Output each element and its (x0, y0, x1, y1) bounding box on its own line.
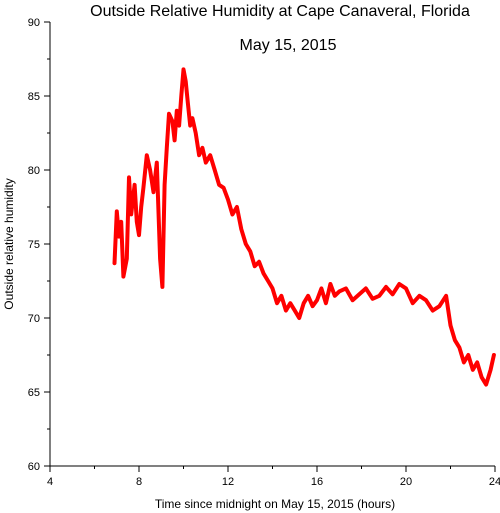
x-tick-label: 16 (311, 476, 323, 488)
x-axis-label: Time since midnight on May 15, 2015 (hou… (155, 497, 395, 511)
chart-subtitle: May 15, 2015 (240, 37, 337, 54)
x-tick-label: 20 (400, 476, 412, 488)
y-tick-label: 65 (28, 387, 40, 399)
x-tick-label: 4 (47, 476, 53, 488)
chart-title: Outside Relative Humidity at Cape Canave… (90, 3, 470, 20)
x-tick-label: 24 (489, 476, 500, 488)
y-tick-label: 70 (28, 313, 40, 325)
x-tick-label: 12 (222, 476, 234, 488)
x-ticks: 4 8 12 16 20 24 (47, 466, 500, 488)
y-tick-label: 90 (28, 17, 40, 29)
series-layer (112, 67, 496, 387)
y-axis-label: Outside relative humidity (2, 178, 16, 309)
y-ticks: 60 65 70 75 80 85 90 (28, 17, 50, 473)
y-tick-label: 85 (28, 91, 40, 103)
y-tick-label: 75 (28, 239, 40, 251)
x-tick-label: 8 (136, 476, 142, 488)
y-tick-label: 60 (28, 461, 40, 473)
y-tick-label: 80 (28, 165, 40, 177)
humidity-series-line (112, 67, 496, 387)
